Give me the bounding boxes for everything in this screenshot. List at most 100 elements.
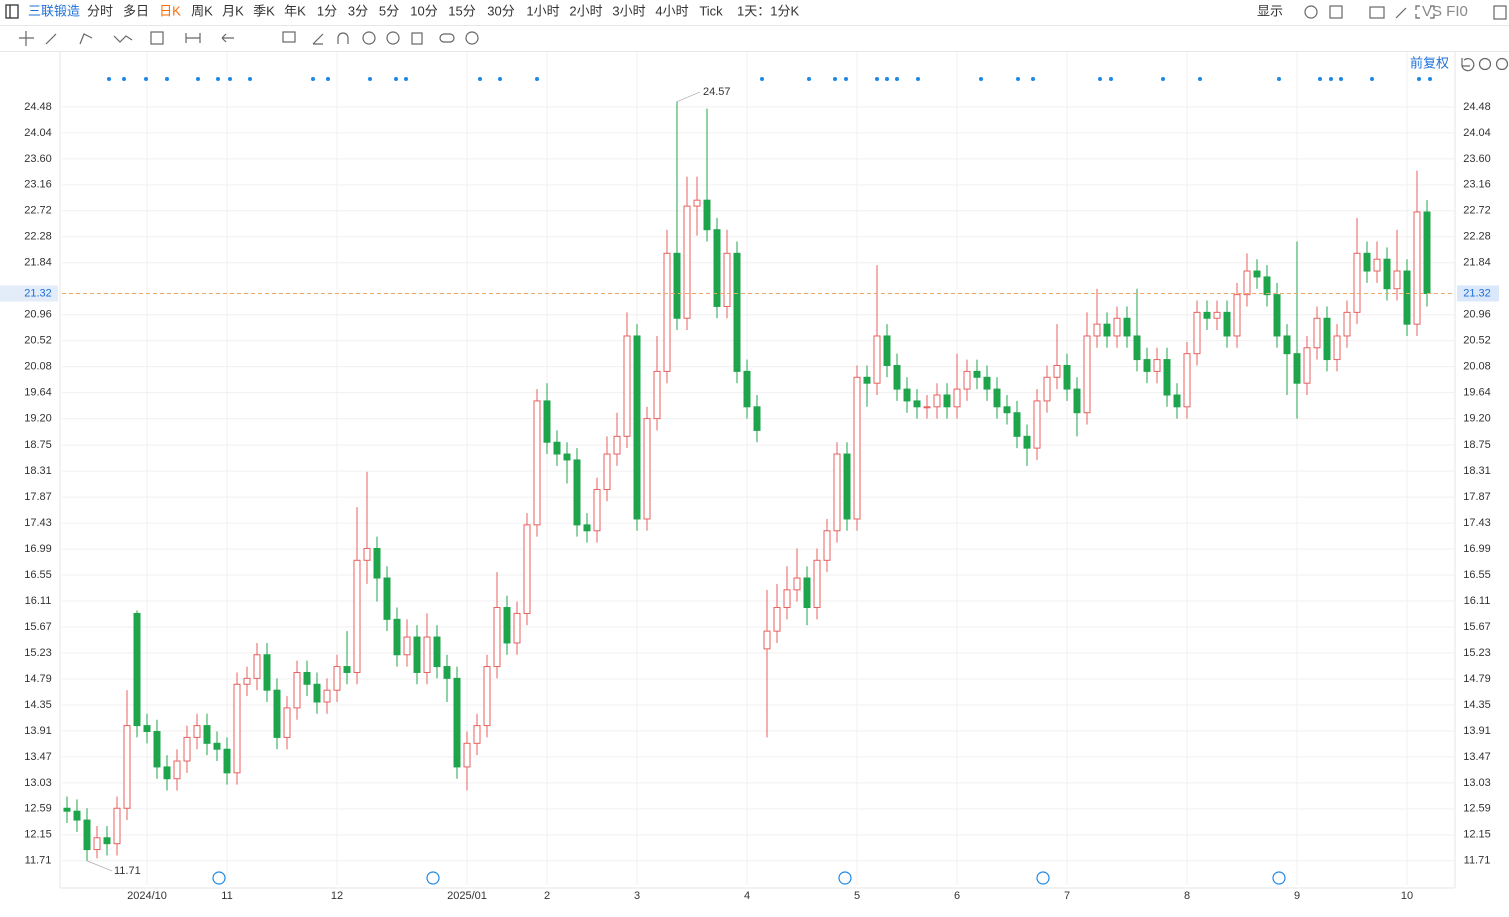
tool-circle[interactable]	[362, 31, 376, 45]
event-dot[interactable]	[478, 77, 482, 81]
event-dot[interactable]	[144, 77, 148, 81]
event-dot[interactable]	[979, 77, 983, 81]
tool-measure[interactable]	[150, 31, 164, 45]
event-dot[interactable]	[498, 77, 502, 81]
event-dot[interactable]	[107, 77, 111, 81]
event-dot[interactable]	[875, 77, 879, 81]
event-dot[interactable]	[196, 77, 200, 81]
event-dot[interactable]	[1098, 77, 1102, 81]
zoom-in-icon[interactable]	[1495, 57, 1509, 71]
period-button[interactable]: 3小时	[612, 3, 645, 18]
report-marker[interactable]	[838, 871, 852, 885]
event-dot[interactable]	[311, 77, 315, 81]
period-button[interactable]: Tick	[699, 3, 723, 18]
screenshot-icon[interactable]	[1369, 6, 1385, 19]
tool-move[interactable]	[19, 31, 34, 46]
tool-angle[interactable]	[312, 33, 324, 45]
event-dot[interactable]	[1329, 77, 1333, 81]
event-dot[interactable]	[535, 77, 539, 81]
candle-body	[523, 524, 531, 614]
event-dot[interactable]	[394, 77, 398, 81]
event-dot[interactable]	[1109, 77, 1113, 81]
symbol-name[interactable]: 三联锻造	[28, 3, 80, 18]
compare-button[interactable]: VS FI0	[1422, 3, 1468, 20]
report-marker[interactable]	[1036, 871, 1050, 885]
tool-wave[interactable]	[113, 35, 133, 43]
candle-body	[1213, 311, 1221, 319]
event-dot[interactable]	[326, 77, 330, 81]
candle-body	[1393, 270, 1401, 290]
reset-icon[interactable]	[1461, 58, 1475, 72]
event-dot[interactable]	[885, 77, 889, 81]
period-button[interactable]: 4小时	[655, 3, 688, 18]
tool-toggle[interactable]	[439, 33, 455, 43]
event-dot[interactable]	[1031, 77, 1035, 81]
low-label: 11.71	[114, 865, 141, 877]
event-dot[interactable]	[844, 77, 848, 81]
event-dot[interactable]	[833, 77, 837, 81]
tool-note[interactable]	[282, 31, 296, 43]
period-button[interactable]: 5分	[379, 3, 399, 18]
event-dot[interactable]	[1318, 77, 1322, 81]
period-button[interactable]: 多日	[123, 3, 149, 18]
event-dot[interactable]	[216, 77, 220, 81]
layout-icon[interactable]	[1329, 5, 1343, 19]
period-button[interactable]: 季K	[253, 3, 275, 18]
tool-range[interactable]	[185, 33, 201, 43]
panel-icon[interactable]	[1493, 5, 1507, 20]
candle-body	[433, 636, 441, 668]
event-dot[interactable]	[228, 77, 232, 81]
period-button[interactable]: 15分	[448, 3, 475, 18]
period-button[interactable]: 1小时	[526, 3, 559, 18]
period-button[interactable]: 30分	[487, 3, 514, 18]
report-marker[interactable]	[212, 871, 226, 885]
high-label: 24.57	[703, 86, 731, 98]
candle-body	[373, 547, 381, 579]
zoom-out-icon[interactable]	[1478, 57, 1492, 71]
settings-icon[interactable]	[1304, 5, 1318, 19]
event-dot[interactable]	[916, 77, 920, 81]
event-dot[interactable]	[1428, 77, 1432, 81]
display-button[interactable]: 显示	[1257, 3, 1283, 18]
event-dot[interactable]	[165, 77, 169, 81]
tool-arrow[interactable]	[221, 33, 234, 43]
tool-delete[interactable]	[411, 32, 423, 45]
event-dot[interactable]	[1370, 77, 1374, 81]
period-button[interactable]: 年K	[284, 3, 306, 18]
event-dot[interactable]	[807, 77, 811, 81]
report-marker[interactable]	[426, 871, 440, 885]
candle-body	[173, 760, 181, 780]
adjust-button[interactable]: 前复权	[1410, 55, 1449, 70]
event-dot[interactable]	[1339, 77, 1343, 81]
tool-settings[interactable]	[465, 31, 479, 45]
period-button[interactable]: 1分	[317, 3, 337, 18]
sidebar-icon[interactable]	[5, 4, 19, 19]
period-button[interactable]: 月K	[222, 3, 244, 18]
report-marker[interactable]	[1272, 871, 1286, 885]
event-dot[interactable]	[248, 77, 252, 81]
period-button[interactable]: 10分	[410, 3, 437, 18]
period-button[interactable]: 日K	[159, 3, 181, 18]
period-button[interactable]: 周K	[191, 3, 213, 18]
fullscreen-icon[interactable]	[1415, 5, 1435, 19]
event-dot[interactable]	[1198, 77, 1202, 81]
event-dot[interactable]	[122, 77, 126, 81]
event-dot[interactable]	[404, 77, 408, 81]
period-button[interactable]: 3分	[348, 3, 368, 18]
period-button[interactable]: 分时	[87, 3, 113, 18]
event-dot[interactable]	[1161, 77, 1165, 81]
tool-arc[interactable]	[337, 32, 349, 44]
event-dot[interactable]	[1016, 77, 1020, 81]
event-dot[interactable]	[1277, 77, 1281, 81]
tool-target[interactable]	[386, 31, 400, 45]
event-dot[interactable]	[1417, 77, 1421, 81]
event-dot[interactable]	[895, 77, 899, 81]
period-button[interactable]: 2小时	[569, 3, 602, 18]
y-tick-label: 20.96	[24, 309, 52, 321]
event-dot[interactable]	[760, 77, 764, 81]
range-selector[interactable]: 1天：1分K	[737, 3, 799, 18]
event-dot[interactable]	[368, 77, 372, 81]
pen-icon[interactable]	[1395, 7, 1407, 19]
tool-channel[interactable]	[79, 33, 93, 45]
tool-line[interactable]	[45, 33, 57, 45]
